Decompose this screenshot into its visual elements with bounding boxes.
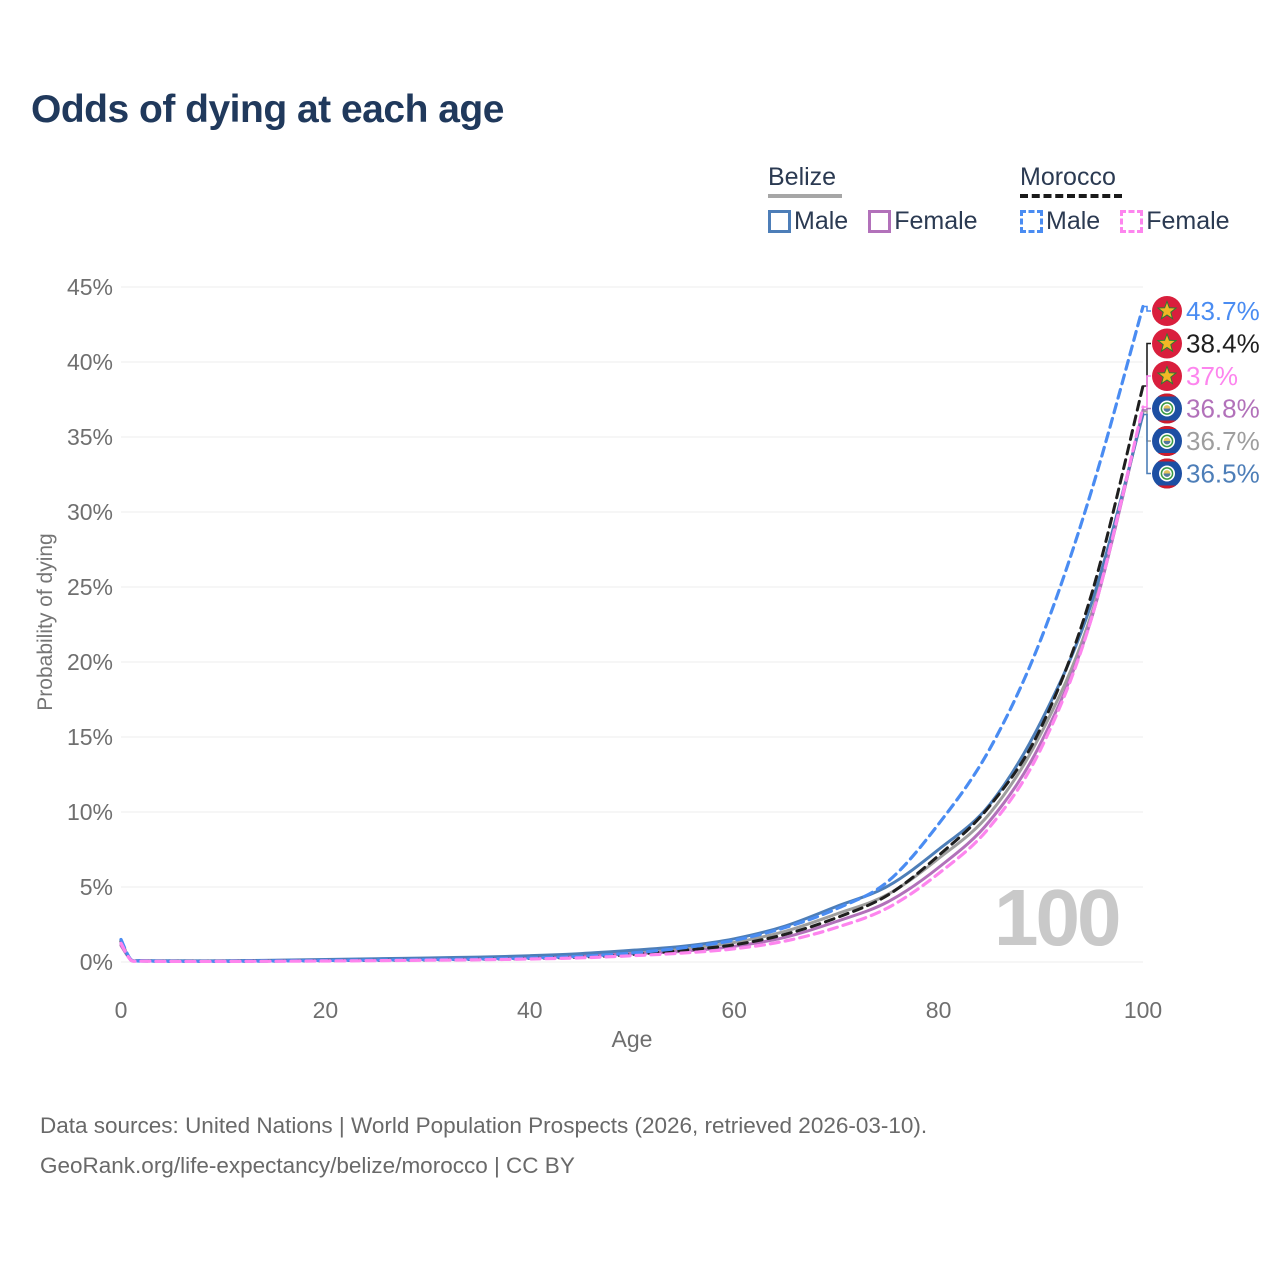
footer-attribution-line: GeoRank.org/life-expectancy/belize/moroc… [40, 1153, 575, 1178]
legend-swatch-belize-male-icon[interactable] [768, 210, 791, 233]
series-line-belize-female[interactable] [119, 408, 1145, 963]
legend-swatch-morocco-male-icon[interactable] [1020, 210, 1043, 233]
series-line-morocco-male[interactable] [119, 304, 1145, 963]
y-tick-label: 15% [67, 724, 113, 750]
y-tick-label: 30% [67, 499, 113, 525]
leader-line-morocco-male [1143, 305, 1151, 312]
legend-swatch-belize-female-icon[interactable] [868, 210, 892, 233]
x-tick-label: 20 [313, 997, 339, 1023]
legend-morocco-title[interactable]: Morocco [1020, 163, 1122, 198]
y-tick-label: 5% [80, 874, 113, 900]
y-tick-label: 35% [67, 424, 113, 450]
y-tick-label: 0% [80, 949, 113, 975]
series-line-belize-male[interactable] [119, 413, 1145, 963]
legend-morocco-items: Male Female [1020, 207, 1230, 236]
footer-sources-line: Data sources: United Nations | World Pop… [40, 1113, 928, 1138]
series-line-morocco-female[interactable] [119, 405, 1145, 964]
end-label-morocco-total: 38.4% [1186, 329, 1260, 359]
x-tick-label: 100 [1124, 997, 1162, 1023]
hover-age-watermark: 100 [994, 873, 1121, 962]
page-title: Odds of dying at each age [31, 88, 504, 131]
series-line-belize-total[interactable] [119, 410, 1145, 963]
leader-line-morocco-female [1143, 375, 1151, 408]
morocco-flag-icon [1151, 328, 1183, 359]
legend-belize-title[interactable]: Belize [768, 163, 843, 198]
leader-line-belize-female [1143, 407, 1151, 411]
series-line-morocco-total[interactable] [119, 384, 1145, 963]
x-tick-label: 40 [517, 997, 543, 1023]
legend-belize-female-label[interactable]: Female [894, 207, 978, 235]
legend-belize-items: Male Female [768, 207, 978, 236]
y-tick-label: 20% [67, 649, 113, 675]
belize-flag-icon [1151, 458, 1183, 489]
legend-morocco-female-label[interactable]: Female [1146, 207, 1230, 235]
belize-flag-icon [1151, 425, 1183, 456]
y-tick-label: 40% [67, 349, 113, 375]
end-label-morocco-female: 37% [1186, 361, 1238, 391]
x-tick-label: 0 [115, 997, 128, 1023]
morocco-flag-icon [1151, 295, 1183, 327]
legend-morocco-male-label[interactable]: Male [1046, 207, 1101, 235]
x-axis-title: Age [611, 1026, 653, 1052]
leader-line-morocco-total [1143, 342, 1151, 387]
x-tick-label: 60 [721, 997, 747, 1023]
footer: Data sources: United Nations | World Pop… [40, 1106, 927, 1186]
end-label-belize-female: 36.8% [1186, 394, 1260, 424]
legend-belize-male-label[interactable]: Male [794, 207, 849, 235]
end-label-morocco-male: 43.7% [1186, 296, 1260, 326]
y-tick-label: 45% [67, 274, 113, 300]
end-label-belize-total: 36.7% [1186, 426, 1260, 456]
legend-group-belize: Belize Male Female [768, 163, 978, 236]
x-tick-label: 80 [926, 997, 952, 1023]
y-tick-label: 10% [67, 799, 113, 825]
morocco-flag-icon [1151, 360, 1183, 392]
legend-swatch-morocco-female-icon[interactable] [1120, 210, 1144, 233]
belize-flag-icon [1151, 393, 1183, 424]
y-tick-label: 25% [67, 574, 113, 600]
legend-group-morocco: Morocco Male Female [1020, 163, 1230, 236]
end-label-belize-male: 36.5% [1186, 459, 1260, 489]
leader-line-belize-male [1143, 413, 1151, 475]
